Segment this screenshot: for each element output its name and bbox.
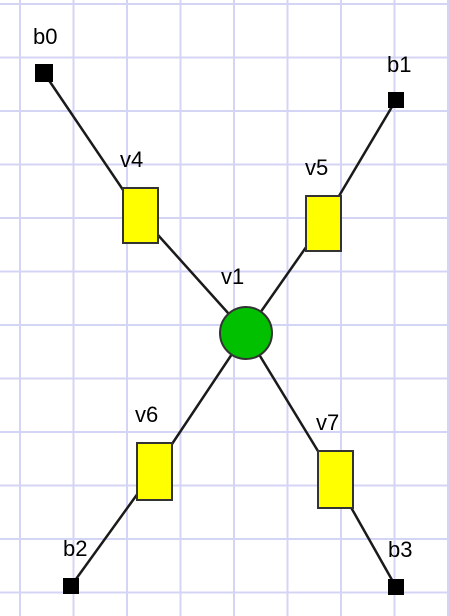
terminal-square: [388, 92, 404, 108]
terminal-square: [388, 579, 404, 595]
node-label-v6: v6: [135, 402, 158, 427]
node-label-b3: b3: [388, 537, 412, 562]
block-rect: [317, 450, 354, 509]
hub-circle: [219, 306, 273, 360]
node-label-b1: b1: [387, 52, 411, 77]
block-rect: [122, 187, 159, 244]
node-b3[interactable]: b3: [388, 537, 412, 595]
block-rect: [136, 442, 173, 501]
node-b1[interactable]: b1: [387, 52, 411, 108]
block-rect: [305, 195, 342, 252]
node-v6[interactable]: v6: [135, 402, 173, 501]
node-label-b0: b0: [33, 24, 57, 49]
terminal-square: [63, 578, 79, 594]
node-v7[interactable]: v7: [316, 410, 354, 509]
node-label-v1: v1: [221, 264, 244, 289]
node-v1[interactable]: v1: [219, 264, 273, 360]
node-b2[interactable]: b2: [63, 536, 87, 594]
node-v5[interactable]: v5: [305, 155, 342, 252]
node-v4[interactable]: v4: [120, 147, 159, 244]
node-label-b2: b2: [63, 536, 87, 561]
terminal-square: [35, 64, 53, 82]
node-label-v5: v5: [305, 155, 328, 180]
node-label-v4: v4: [120, 147, 143, 172]
node-b0[interactable]: b0: [33, 24, 57, 82]
node-label-v7: v7: [316, 410, 339, 435]
